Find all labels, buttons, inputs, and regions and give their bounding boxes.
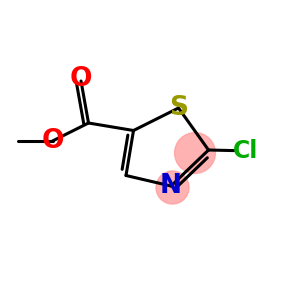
Circle shape — [175, 133, 215, 173]
Text: Cl: Cl — [233, 140, 259, 164]
Text: O: O — [70, 67, 92, 92]
Text: S: S — [169, 95, 188, 121]
Text: N: N — [160, 173, 182, 199]
Text: O: O — [41, 128, 64, 154]
Circle shape — [156, 171, 189, 204]
